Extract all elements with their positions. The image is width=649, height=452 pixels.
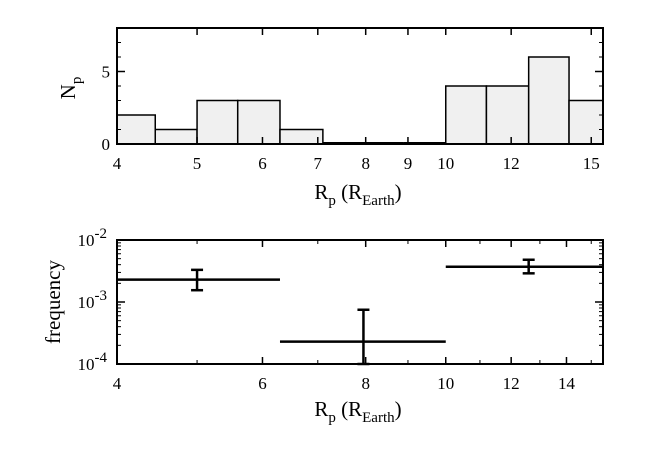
histogram-x-tick-label: 12 — [503, 154, 520, 173]
histogram-x-tick-label: 6 — [258, 154, 267, 173]
frequency-x-axis-label-close: ) — [395, 397, 402, 421]
frequency-x-axis-label-paren: (R — [336, 397, 362, 421]
frequency-x-tick-label: 10 — [437, 374, 454, 393]
frequency-x-axis-label-paren-sub: Earth — [362, 410, 395, 426]
histogram-ticks: 4 5 6 7 8 9 10 12 15 0 5 — [102, 28, 603, 173]
histogram-x-tick-label: 10 — [437, 154, 454, 173]
histogram-bar — [527, 56, 570, 145]
histogram-y-tick-label: 0 — [102, 135, 111, 154]
histogram-y-tick-label: 5 — [102, 63, 111, 82]
histogram-bars — [116, 56, 604, 145]
histogram-x-tick-label: 8 — [361, 154, 370, 173]
frequency-x-tick-label: 4 — [113, 374, 122, 393]
histogram-x-axis-label-sub: p — [328, 193, 336, 209]
histogram-bar — [279, 128, 324, 145]
histogram-y-axis-label: Np — [56, 77, 85, 100]
histogram-x-tick-label: 15 — [583, 154, 600, 173]
histogram-x-axis-label-paren: (R — [336, 180, 362, 204]
histogram-bar — [154, 128, 198, 145]
histogram-x-axis-label-paren-sub: Earth — [362, 193, 395, 209]
frequency-x-tick-label: 12 — [503, 374, 520, 393]
histogram-bar — [196, 99, 239, 145]
frequency-y-axis-label: frequency — [41, 260, 65, 344]
histogram-y-axis-label-sub: p — [69, 77, 85, 85]
histogram-x-tick-label: 4 — [113, 154, 122, 173]
frequency-ticks: 4 6 8 10 12 14 10-2 10-3 10-4 — [78, 226, 603, 393]
frequency-x-tick-label: 6 — [258, 374, 267, 393]
histogram-bar — [116, 114, 157, 145]
histogram-x-axis-label-main: R — [314, 180, 328, 204]
histogram-panel: 4 5 6 7 8 9 10 12 15 0 5 Np Rp (REarth) — [56, 27, 604, 209]
histogram-x-tick-label: 5 — [193, 154, 202, 173]
frequency-point — [117, 268, 280, 292]
histogram-x-tick-label: 9 — [404, 154, 413, 173]
frequency-x-axis-label: Rp (REarth) — [314, 397, 401, 426]
histogram-bar — [445, 85, 488, 145]
histogram-bar — [568, 99, 604, 145]
histogram-bar — [236, 99, 281, 145]
frequency-point — [279, 308, 446, 366]
histogram-y-axis-label-main: N — [56, 84, 80, 99]
frequency-y-tick-label: 10-3 — [78, 288, 108, 312]
frequency-point — [445, 258, 603, 275]
frequency-x-tick-label: 14 — [558, 374, 576, 393]
frequency-y-tick-label: 10-2 — [78, 226, 108, 250]
frequency-x-axis-label-sub: p — [328, 410, 336, 426]
histogram-bar — [485, 85, 530, 145]
histogram-x-axis-label-close: ) — [395, 180, 402, 204]
frequency-panel: 4 6 8 10 12 14 10-2 10-3 10-4 frequency Rp (REar… — [41, 226, 604, 426]
frequency-x-axis-label-main: R — [314, 397, 328, 421]
histogram-x-tick-label: 7 — [314, 154, 323, 173]
frequency-points — [117, 258, 603, 366]
frequency-x-tick-label: 8 — [361, 374, 370, 393]
frequency-y-tick-label: 10-4 — [78, 350, 108, 374]
histogram-x-axis-label: Rp (REarth) — [314, 180, 401, 209]
